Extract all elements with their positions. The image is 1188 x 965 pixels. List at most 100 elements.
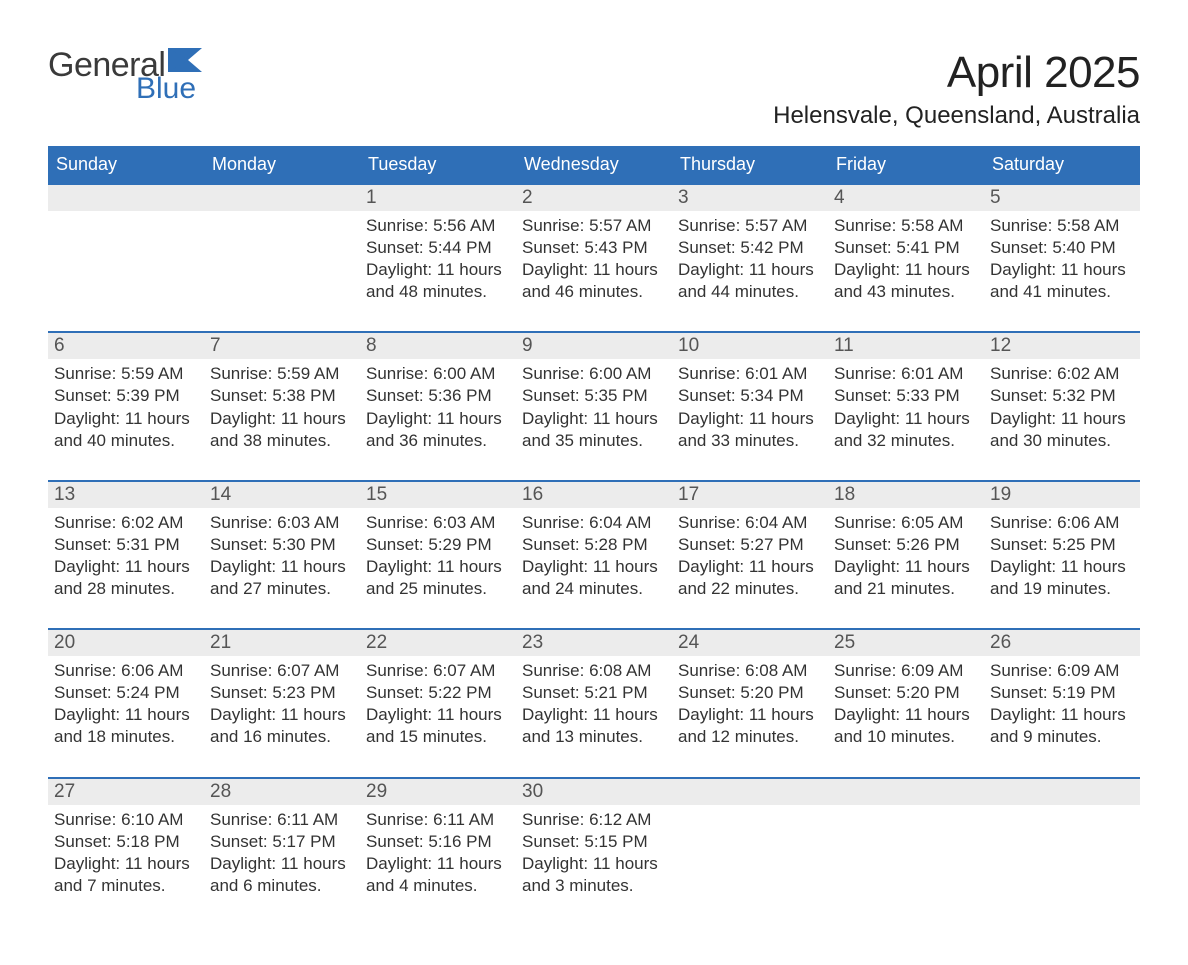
calendar-header-row: Sunday Monday Tuesday Wednesday Thursday…: [48, 146, 1140, 183]
daylight-line1: Daylight: 11 hours: [678, 408, 822, 430]
sunrise-text: Sunrise: 6:10 AM: [54, 809, 198, 831]
logo-word-blue: Blue: [136, 74, 208, 104]
daylight-line1: Daylight: 11 hours: [366, 853, 510, 875]
weeks-container: 12345Sunrise: 5:56 AMSunset: 5:44 PMDayl…: [48, 183, 1140, 925]
daylight-line1: Daylight: 11 hours: [54, 408, 198, 430]
day-cell: Sunrise: 6:02 AMSunset: 5:31 PMDaylight:…: [48, 508, 204, 628]
day-cell: Sunrise: 6:00 AMSunset: 5:36 PMDaylight:…: [360, 359, 516, 479]
day-number: [828, 779, 984, 805]
day-number: 10: [672, 333, 828, 359]
day-number: 8: [360, 333, 516, 359]
daylight-line2: and 25 minutes.: [366, 578, 510, 600]
day-number-row: 13141516171819: [48, 482, 1140, 508]
daylight-line1: Daylight: 11 hours: [522, 408, 666, 430]
day-number-row: 6789101112: [48, 333, 1140, 359]
day-number: 20: [48, 630, 204, 656]
day-cell: Sunrise: 5:58 AMSunset: 5:41 PMDaylight:…: [828, 211, 984, 331]
day-number: [204, 185, 360, 211]
sunrise-text: Sunrise: 6:03 AM: [366, 512, 510, 534]
daylight-line1: Daylight: 11 hours: [834, 704, 978, 726]
page-root: General Blue April 2025 Helensvale, Quee…: [0, 0, 1188, 965]
sunset-text: Sunset: 5:27 PM: [678, 534, 822, 556]
daylight-line2: and 27 minutes.: [210, 578, 354, 600]
day-cell: [672, 805, 828, 925]
sunset-text: Sunset: 5:28 PM: [522, 534, 666, 556]
daylight-line2: and 44 minutes.: [678, 281, 822, 303]
day-header: Wednesday: [516, 146, 672, 183]
sunset-text: Sunset: 5:40 PM: [990, 237, 1134, 259]
sunrise-text: Sunrise: 5:56 AM: [366, 215, 510, 237]
daylight-line2: and 18 minutes.: [54, 726, 198, 748]
day-cell: Sunrise: 6:05 AMSunset: 5:26 PMDaylight:…: [828, 508, 984, 628]
daylight-line2: and 22 minutes.: [678, 578, 822, 600]
sunrise-text: Sunrise: 5:59 AM: [210, 363, 354, 385]
daylight-line2: and 16 minutes.: [210, 726, 354, 748]
day-cell: Sunrise: 6:04 AMSunset: 5:27 PMDaylight:…: [672, 508, 828, 628]
daylight-line1: Daylight: 11 hours: [678, 704, 822, 726]
daylight-line1: Daylight: 11 hours: [366, 408, 510, 430]
sunset-text: Sunset: 5:22 PM: [366, 682, 510, 704]
day-cell: Sunrise: 6:00 AMSunset: 5:35 PMDaylight:…: [516, 359, 672, 479]
sunset-text: Sunset: 5:19 PM: [990, 682, 1134, 704]
daylight-line1: Daylight: 11 hours: [522, 853, 666, 875]
sunrise-text: Sunrise: 6:02 AM: [54, 512, 198, 534]
day-cell: Sunrise: 6:06 AMSunset: 5:25 PMDaylight:…: [984, 508, 1140, 628]
sunrise-text: Sunrise: 6:05 AM: [834, 512, 978, 534]
day-header: Monday: [204, 146, 360, 183]
daylight-line2: and 19 minutes.: [990, 578, 1134, 600]
day-number: 22: [360, 630, 516, 656]
sunset-text: Sunset: 5:31 PM: [54, 534, 198, 556]
daylight-line1: Daylight: 11 hours: [366, 556, 510, 578]
month-title: April 2025: [773, 48, 1140, 98]
day-header: Friday: [828, 146, 984, 183]
day-cell: Sunrise: 6:03 AMSunset: 5:30 PMDaylight:…: [204, 508, 360, 628]
sunset-text: Sunset: 5:43 PM: [522, 237, 666, 259]
day-number: 2: [516, 185, 672, 211]
day-number: 19: [984, 482, 1140, 508]
logo-text: General Blue: [48, 48, 208, 104]
daylight-line1: Daylight: 11 hours: [54, 556, 198, 578]
sunrise-text: Sunrise: 6:11 AM: [210, 809, 354, 831]
sunrise-text: Sunrise: 6:00 AM: [366, 363, 510, 385]
day-number: 16: [516, 482, 672, 508]
sunset-text: Sunset: 5:38 PM: [210, 385, 354, 407]
sunset-text: Sunset: 5:20 PM: [678, 682, 822, 704]
daylight-line1: Daylight: 11 hours: [54, 853, 198, 875]
daylight-line2: and 4 minutes.: [366, 875, 510, 897]
day-cell: Sunrise: 6:12 AMSunset: 5:15 PMDaylight:…: [516, 805, 672, 925]
daylight-line2: and 3 minutes.: [522, 875, 666, 897]
sunrise-text: Sunrise: 6:07 AM: [366, 660, 510, 682]
title-block: April 2025 Helensvale, Queensland, Austr…: [773, 48, 1140, 140]
sunrise-text: Sunrise: 6:01 AM: [678, 363, 822, 385]
sunrise-text: Sunrise: 6:06 AM: [990, 512, 1134, 534]
daylight-line1: Daylight: 11 hours: [54, 704, 198, 726]
daylight-line2: and 46 minutes.: [522, 281, 666, 303]
sunrise-text: Sunrise: 5:57 AM: [522, 215, 666, 237]
day-cell: Sunrise: 5:57 AMSunset: 5:43 PMDaylight:…: [516, 211, 672, 331]
day-number-row: 12345: [48, 185, 1140, 211]
sunrise-text: Sunrise: 6:07 AM: [210, 660, 354, 682]
sunset-text: Sunset: 5:18 PM: [54, 831, 198, 853]
daylight-line1: Daylight: 11 hours: [834, 556, 978, 578]
daylight-line1: Daylight: 11 hours: [366, 704, 510, 726]
sunset-text: Sunset: 5:15 PM: [522, 831, 666, 853]
sunrise-text: Sunrise: 5:58 AM: [834, 215, 978, 237]
daylight-line1: Daylight: 11 hours: [990, 704, 1134, 726]
daylight-line1: Daylight: 11 hours: [678, 259, 822, 281]
day-number: 27: [48, 779, 204, 805]
day-number: [48, 185, 204, 211]
calendar-week: 20212223242526Sunrise: 6:06 AMSunset: 5:…: [48, 628, 1140, 776]
day-number: 3: [672, 185, 828, 211]
day-header: Saturday: [984, 146, 1140, 183]
day-cell: Sunrise: 6:06 AMSunset: 5:24 PMDaylight:…: [48, 656, 204, 776]
daylight-line1: Daylight: 11 hours: [834, 259, 978, 281]
day-cell: Sunrise: 5:57 AMSunset: 5:42 PMDaylight:…: [672, 211, 828, 331]
sunset-text: Sunset: 5:35 PM: [522, 385, 666, 407]
daylight-line2: and 43 minutes.: [834, 281, 978, 303]
day-number-row: 20212223242526: [48, 630, 1140, 656]
daylight-line1: Daylight: 11 hours: [522, 704, 666, 726]
daylight-line2: and 35 minutes.: [522, 430, 666, 452]
daylight-line2: and 24 minutes.: [522, 578, 666, 600]
day-number: 14: [204, 482, 360, 508]
day-cell: Sunrise: 5:59 AMSunset: 5:38 PMDaylight:…: [204, 359, 360, 479]
